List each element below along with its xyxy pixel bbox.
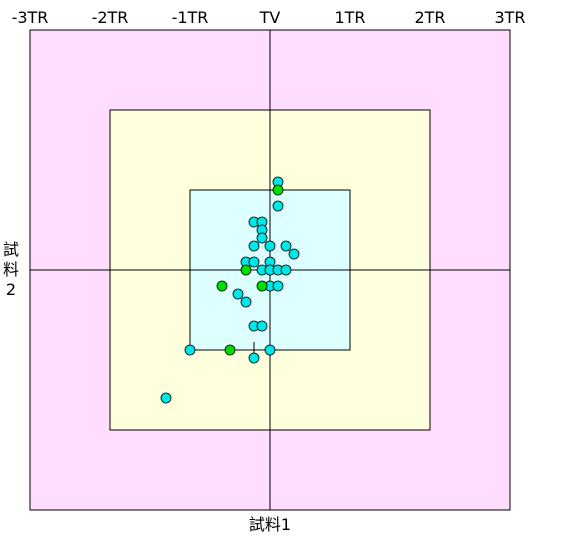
point-2-1 — [272, 184, 284, 196]
point-1-2 — [272, 200, 284, 212]
x-tick-label: TV — [259, 8, 281, 27]
x-tick-label: -2TR — [92, 8, 129, 27]
point-1-6 — [256, 232, 268, 244]
x-tick-label: 3TR — [494, 8, 525, 27]
point-1-10 — [288, 248, 300, 260]
x-tick-label: -3TR — [12, 8, 49, 27]
x-tick-label: -1TR — [172, 8, 209, 27]
y-axis-label-char: 料 — [3, 260, 19, 279]
y-axis-label: 試料2 — [3, 240, 19, 299]
point-1-21 — [240, 296, 252, 308]
points-layer — [160, 176, 300, 404]
point-1-20 — [232, 288, 244, 300]
point-2-2 — [240, 264, 252, 276]
y-axis-label-char: 2 — [6, 280, 16, 299]
x-tick-labels: -3TR -2TR -1TR TV 1TR 2TR 3TR — [12, 8, 526, 27]
x-tick-label: 2TR — [414, 8, 445, 27]
point-1-23 — [256, 320, 268, 332]
point-2-4 — [256, 280, 268, 292]
x-tick-label: 1TR — [334, 8, 365, 27]
point-2-3 — [216, 280, 228, 292]
point-1-19 — [272, 280, 284, 292]
point-1-8 — [264, 240, 276, 252]
point-1-27 — [160, 392, 172, 404]
point-1-7 — [248, 240, 260, 252]
point-1-9 — [280, 240, 292, 252]
x-axis-label: 試料1 — [249, 515, 291, 534]
y-axis-label-char: 試 — [3, 240, 19, 259]
point-1-26 — [248, 352, 260, 364]
point-2-5 — [224, 344, 236, 356]
point-1-24 — [184, 344, 196, 356]
point-1-17 — [280, 264, 292, 276]
point-1-12 — [248, 256, 260, 268]
point-1-25 — [264, 344, 276, 356]
